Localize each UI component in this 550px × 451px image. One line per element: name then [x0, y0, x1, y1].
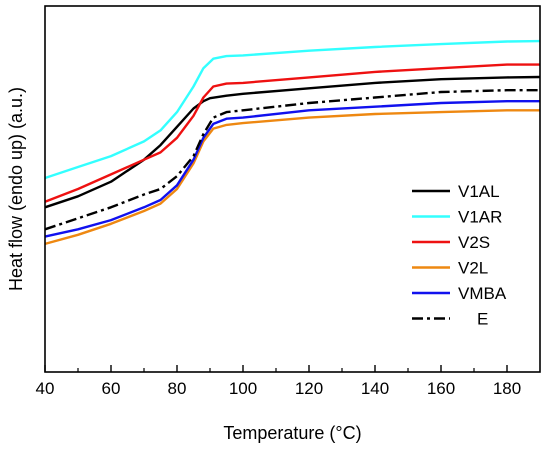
x-tick-label: 40: [36, 379, 55, 398]
x-tick-label: 120: [295, 379, 323, 398]
x-tick-label: 140: [361, 379, 389, 398]
legend: V1AL V1AR V2S V2L VMBA E: [412, 182, 507, 329]
plot-frame: [44, 5, 541, 373]
legend-label-v1ar: V1AR: [458, 208, 502, 227]
x-tick-label: 180: [493, 379, 521, 398]
series-line-e: [44, 88, 540, 231]
x-axis-title: Temperature (°C): [223, 423, 361, 443]
series-line-v1al: [44, 75, 541, 209]
x-tick-label: 80: [168, 379, 187, 398]
legend-label-vmba: VMBA: [458, 284, 507, 303]
ticks-layer: 40 60 80 100 120 140 160 180: [36, 365, 521, 398]
legend-label-v2s: V2S: [458, 233, 490, 252]
x-tick-label: 60: [102, 379, 121, 398]
series-line-v2l: [44, 109, 540, 246]
x-tick-label: 160: [427, 379, 455, 398]
y-axis-title: Heat flow (endo up) (a.u.): [6, 87, 26, 291]
series-line-v2s: [44, 63, 540, 203]
series-line-vmba: [44, 99, 540, 238]
series-layer: [44, 39, 541, 246]
legend-label-v1al: V1AL: [458, 182, 500, 201]
series-line-v1ar: [44, 39, 541, 180]
x-tick-label: 100: [229, 379, 257, 398]
legend-label-v2l: V2L: [458, 259, 488, 278]
legend-label-e: E: [477, 310, 488, 329]
